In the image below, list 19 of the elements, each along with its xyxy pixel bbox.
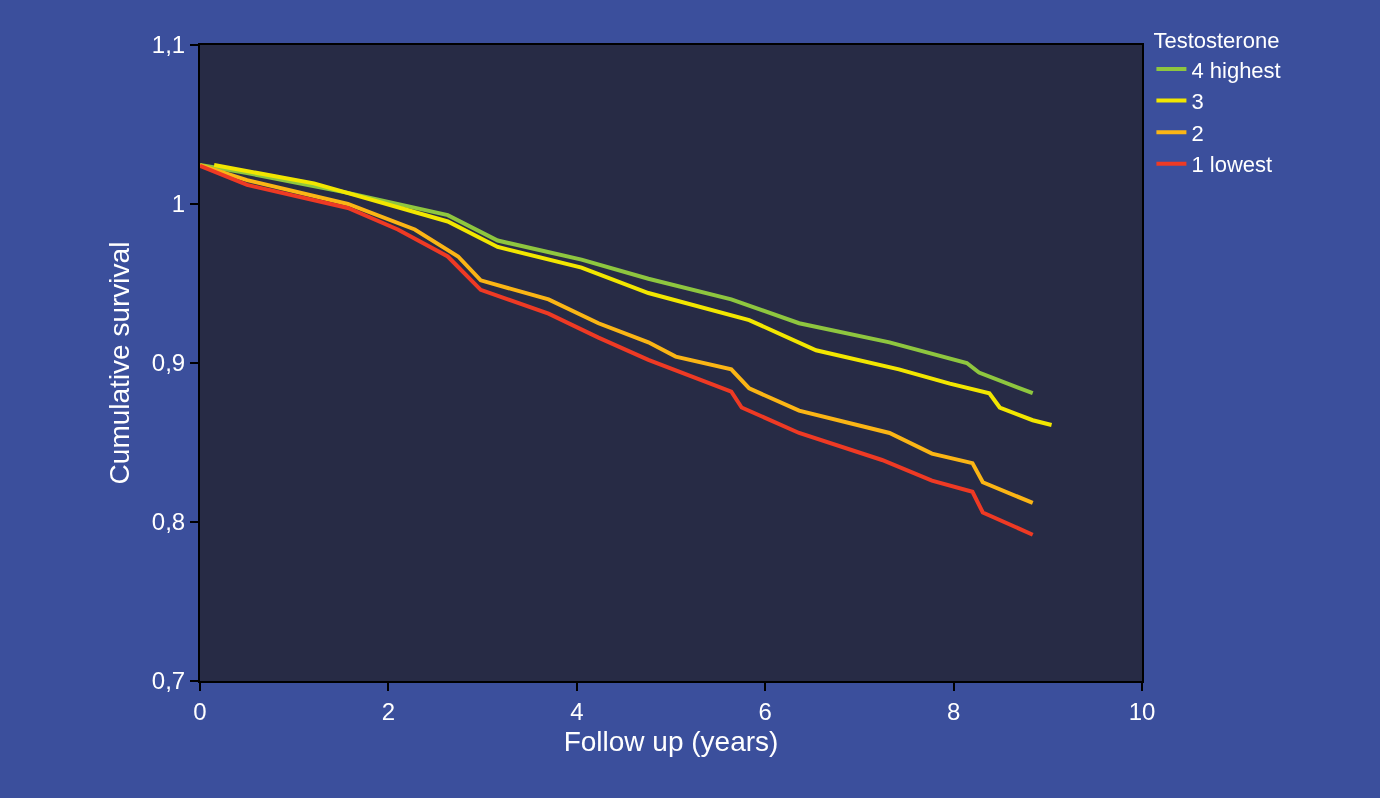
legend-label: 3 [1191, 89, 1204, 115]
y-tick-label: 0,9 [151, 349, 186, 377]
x-tick-label: 8 [946, 697, 961, 725]
x-tick-label: 10 [1128, 697, 1156, 725]
y-tick-label: 1,1 [151, 31, 186, 59]
legend-label: 2 [1191, 120, 1204, 146]
legend-label: 4 highest [1191, 57, 1281, 83]
line-series [212, 163, 1054, 428]
x-axis-title: Follow up (years) [563, 726, 779, 758]
y-tick-label: 0,8 [151, 508, 186, 536]
legend-title: Testosterone [1153, 28, 1280, 54]
y-axis-title: Cumulative survival [104, 241, 136, 485]
x-tick-label: 0 [193, 697, 207, 725]
y-tick-label: 1 [171, 190, 186, 218]
x-tick-label: 6 [758, 697, 772, 725]
x-tick-label: 4 [570, 697, 584, 725]
y-tick-label: 0,7 [151, 667, 186, 695]
x-tick-label: 2 [381, 697, 396, 725]
legend-label: 1 lowest [1191, 152, 1273, 178]
